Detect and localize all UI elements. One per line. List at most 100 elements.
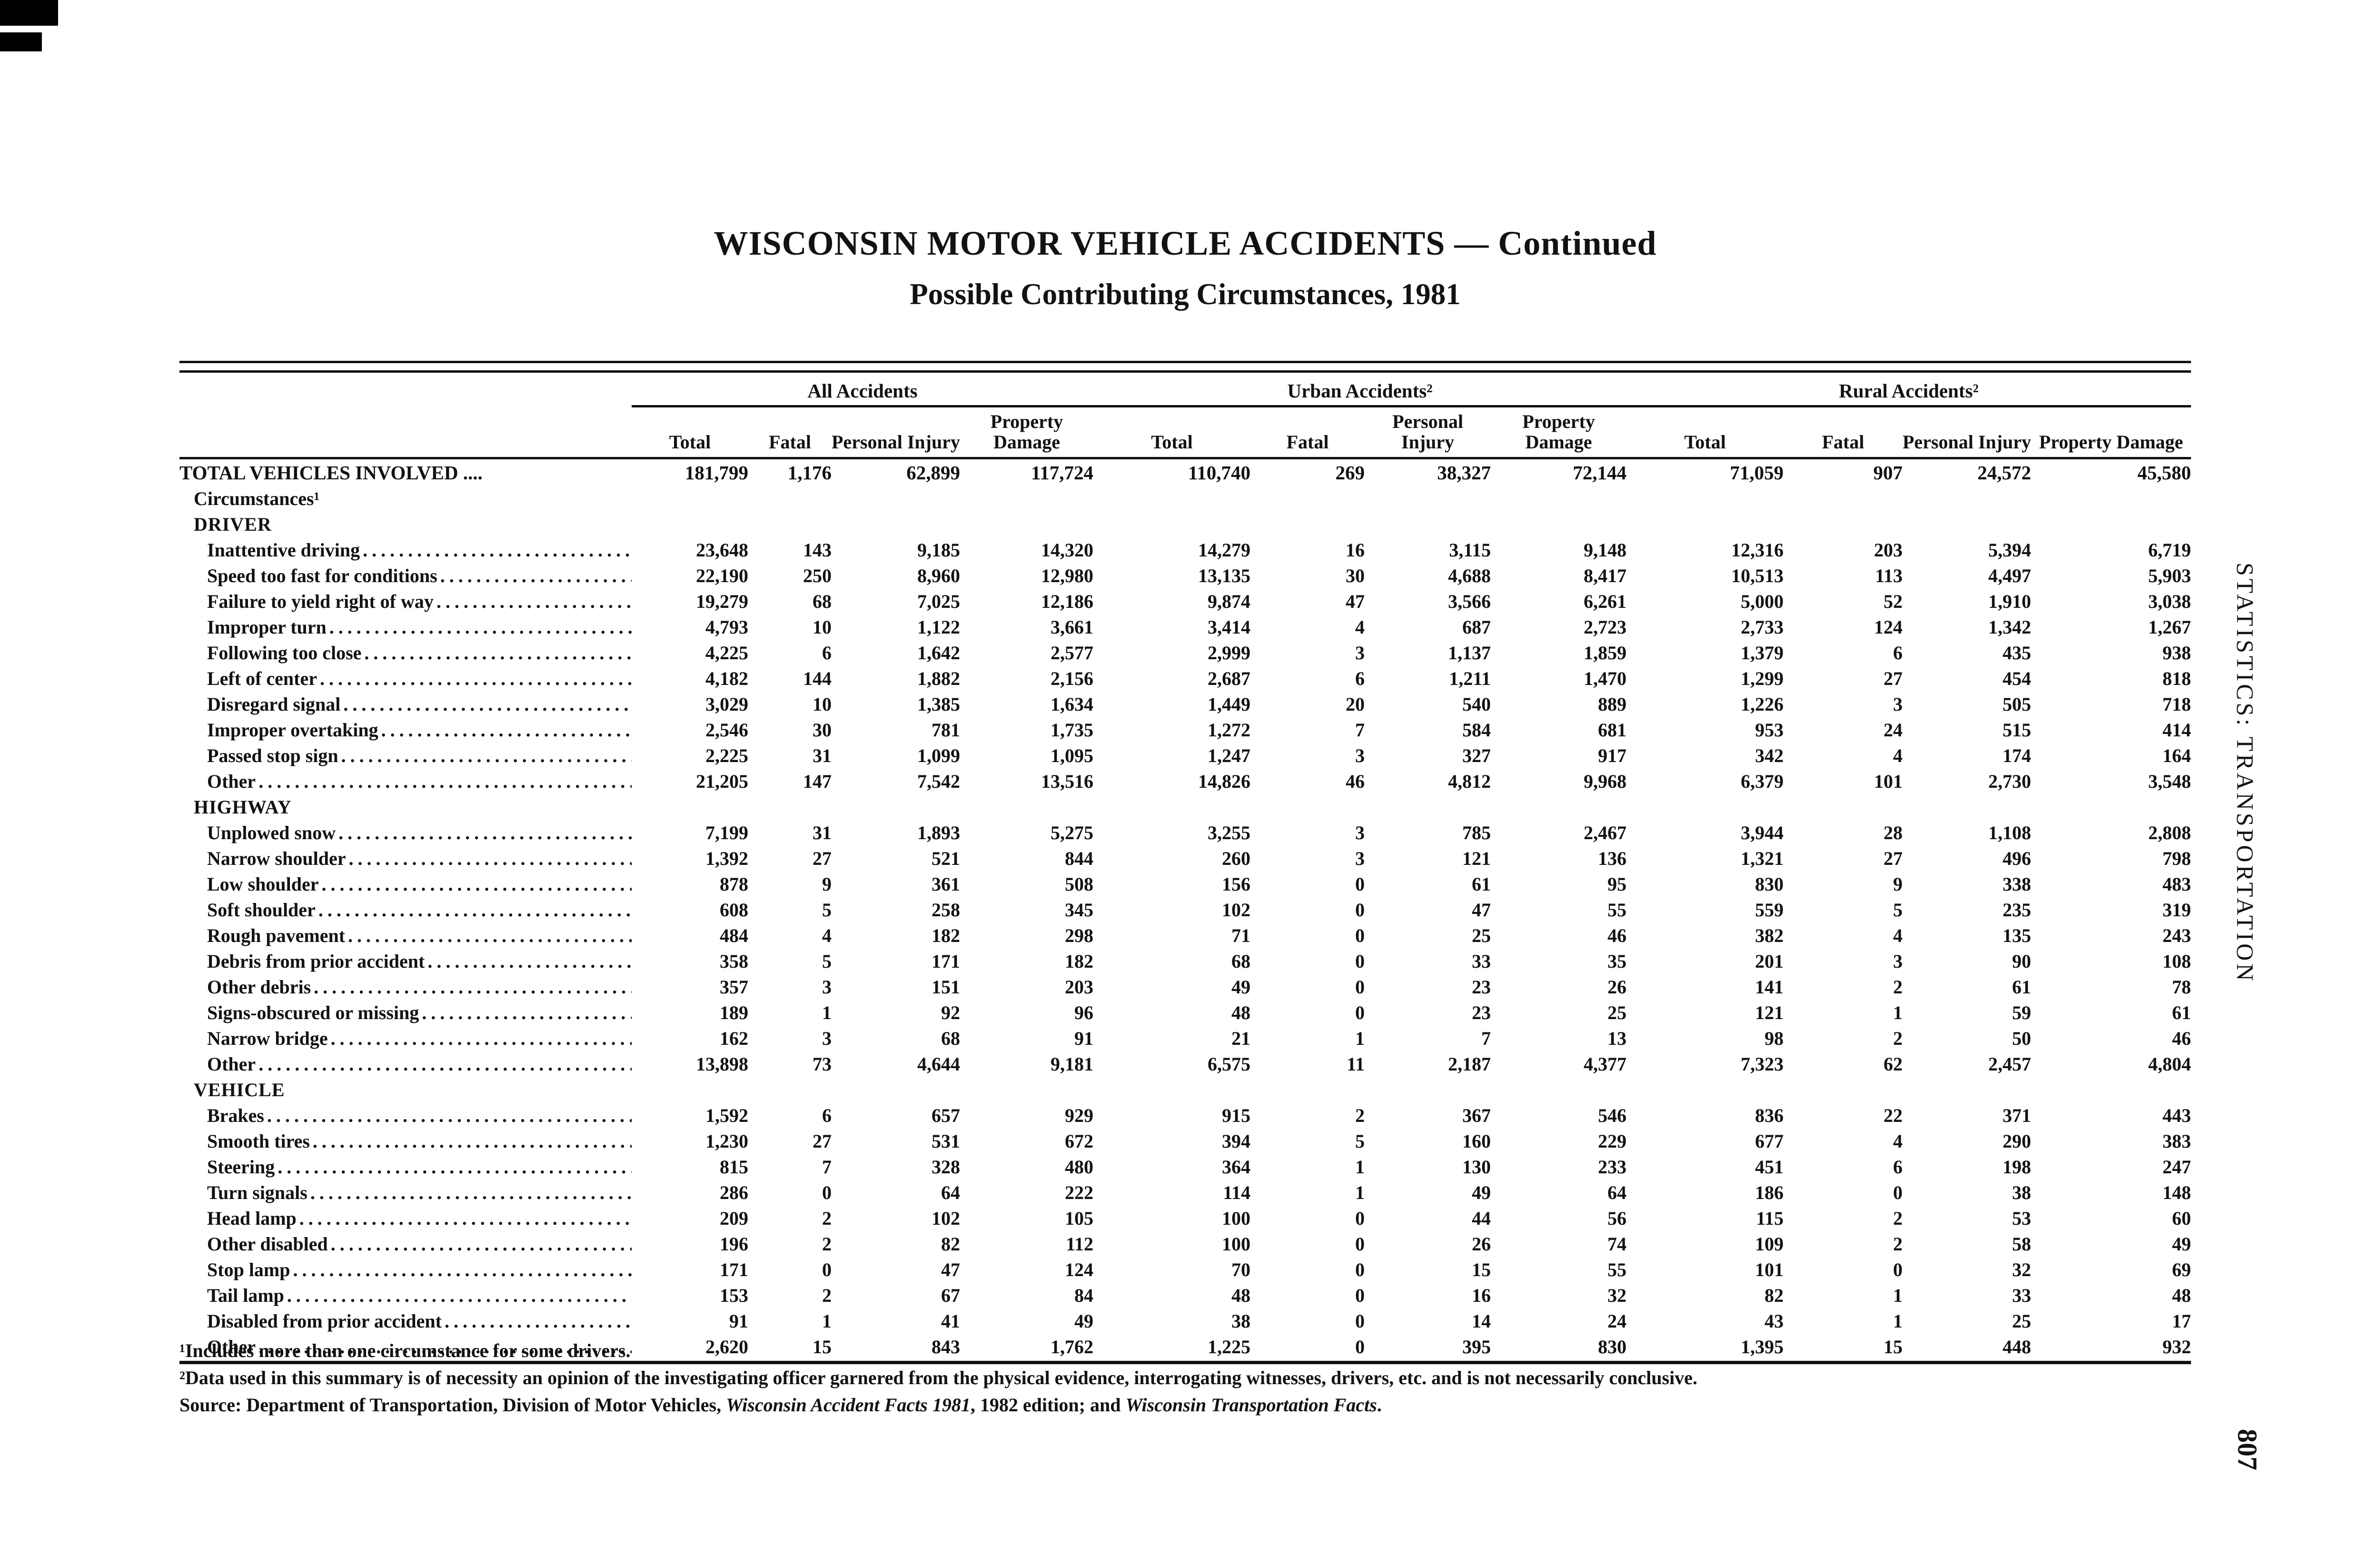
row-label: Head lamp...............................… <box>207 1207 632 1229</box>
cell-value: 844 <box>1065 847 1093 869</box>
cell-value: 836 <box>1755 1104 1784 1126</box>
cell-value: 480 <box>1065 1156 1093 1178</box>
cell-value: 395 <box>1462 1336 1491 1358</box>
cell-value: 58 <box>2012 1233 2031 1255</box>
cell-value: 46 <box>1607 924 1626 946</box>
cell-value: 144 <box>803 667 832 689</box>
cell-value: 443 <box>2162 1104 2192 1126</box>
cell-value: 160 <box>1462 1130 1491 1152</box>
data-row: Unplowed snow...........................… <box>179 818 2191 844</box>
cell-value: 112 <box>1066 1233 1093 1255</box>
cell-value: 5 <box>822 899 832 921</box>
cell-value: 681 <box>1598 719 1626 741</box>
cell-value: 5 <box>1355 1130 1365 1152</box>
cell-value: 90 <box>2012 950 2031 972</box>
cell-value: 9,181 <box>1051 1053 1093 1075</box>
cell-value: 73 <box>813 1053 832 1075</box>
cell-value: 7,199 <box>705 822 748 843</box>
cell-value: 2,467 <box>1584 822 1626 843</box>
row-label: Improper turn...........................… <box>179 613 632 638</box>
dot-leader: ........................................… <box>258 1053 632 1075</box>
cell-value: 0 <box>1893 1181 1903 1203</box>
row-label: Inattentive driving.....................… <box>179 535 632 561</box>
data-row: Inattentive driving.....................… <box>179 535 2191 561</box>
cell-value: 164 <box>2162 744 2192 766</box>
cell-value: 130 <box>1462 1156 1491 1178</box>
cell-value: 1,910 <box>1988 590 2031 612</box>
data-row: Disregard signal........................… <box>179 690 2191 715</box>
cell-value: 290 <box>2003 1130 2031 1152</box>
row-label: Rough pavement..........................… <box>207 924 632 946</box>
cell-value: 2 <box>1893 976 1903 998</box>
cell-value: 14,826 <box>1198 770 1250 792</box>
cell-value: 8,960 <box>917 565 960 586</box>
cell-value: 10,513 <box>1731 565 1784 586</box>
cell-value: 0 <box>1355 1336 1365 1358</box>
cell-value: 11 <box>1347 1053 1365 1075</box>
col-header-personal-injury: Personal Injury <box>832 406 960 460</box>
cell-value: 13,516 <box>1041 770 1093 792</box>
cell-value: 209 <box>720 1207 748 1229</box>
table-top-rule <box>179 361 2191 373</box>
cell-value: 101 <box>1755 1259 1784 1280</box>
cell-value: 27 <box>813 847 832 869</box>
cell-value: 26 <box>1472 1233 1491 1255</box>
dot-leader: ........................................… <box>338 822 632 843</box>
cell-value: 1,321 <box>1741 847 1784 869</box>
cell-value: 531 <box>932 1130 960 1152</box>
cell-value: 25 <box>1607 1001 1626 1023</box>
data-row: Low shoulder............................… <box>179 870 2191 895</box>
cell-value: 171 <box>720 1259 748 1280</box>
cell-value: 84 <box>1074 1284 1093 1306</box>
cell-value: 6 <box>822 642 832 664</box>
cell-value: 95 <box>1607 873 1626 895</box>
cell-value: 6,261 <box>1584 590 1626 612</box>
cell-value: 4,812 <box>1448 770 1491 792</box>
row-label: Other debris............................… <box>179 972 632 998</box>
data-row: Improper overtaking.....................… <box>179 715 2191 741</box>
cell-value: 113 <box>1875 565 1903 586</box>
cell-value: 298 <box>1065 924 1093 946</box>
row-label: Speed too fast for conditions...........… <box>179 561 632 587</box>
cell-value: 6,575 <box>1208 1053 1250 1075</box>
cell-value: 196 <box>720 1233 748 1255</box>
group-header-all-accidents: All Accidents <box>632 373 1093 407</box>
row-label: Smooth tires............................… <box>179 1127 632 1152</box>
row-label: Other...................................… <box>207 770 632 792</box>
cell-value: 1,108 <box>1988 822 2031 843</box>
cell-value: 0 <box>1355 1259 1365 1280</box>
cell-value: 4,225 <box>705 642 748 664</box>
cell-value: 71,059 <box>1730 461 1784 484</box>
cell-value: 2 <box>1355 1104 1365 1126</box>
cell-value: 41 <box>941 1310 960 1332</box>
cell-value: 2,457 <box>1988 1053 2031 1075</box>
cell-value: 9 <box>822 873 832 895</box>
cell-value: 454 <box>2003 667 2031 689</box>
cell-value: 0 <box>1355 976 1365 998</box>
cell-value: 2 <box>822 1284 832 1306</box>
cell-value: 14,320 <box>1041 539 1093 561</box>
cell-value: 4,182 <box>705 667 748 689</box>
cell-value: 64 <box>941 1181 960 1203</box>
cell-value: 49 <box>2172 1233 2192 1255</box>
cell-value: 0 <box>1355 950 1365 972</box>
cell-value: 1 <box>1893 1284 1903 1306</box>
data-row: Tail lamp...............................… <box>179 1281 2191 1307</box>
section-header-row: VEHICLE <box>179 1075 2191 1101</box>
cell-value: 608 <box>720 899 748 921</box>
cell-value: 1,882 <box>917 667 960 689</box>
cell-value: 91 <box>729 1310 748 1332</box>
data-row: Left of center..........................… <box>179 664 2191 690</box>
cell-value: 23 <box>1472 1001 1491 1023</box>
cell-value: 382 <box>1755 924 1784 946</box>
row-label: Stop lamp...............................… <box>179 1255 632 1281</box>
cell-value: 49 <box>1472 1181 1491 1203</box>
cell-value: 1,122 <box>917 616 960 638</box>
cell-value: 1,379 <box>1741 642 1784 664</box>
cell-value: 0 <box>1355 1284 1365 1306</box>
cell-value: 9,874 <box>1208 590 1250 612</box>
cell-value: 20 <box>1346 693 1365 715</box>
cell-value: 70 <box>1231 1259 1250 1280</box>
cell-value: 7,323 <box>1741 1053 1784 1075</box>
cell-value: 484 <box>720 924 748 946</box>
